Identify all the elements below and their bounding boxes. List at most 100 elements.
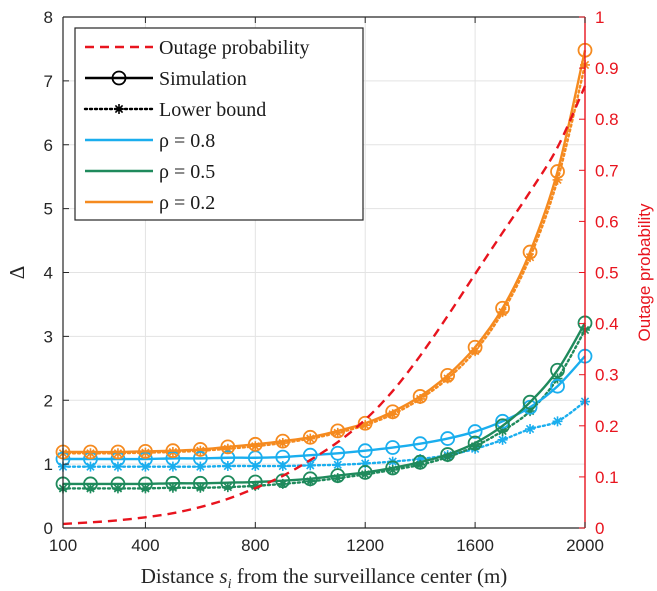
star-marker	[525, 252, 536, 263]
legend-box	[74, 27, 364, 221]
star-marker	[442, 452, 453, 463]
circle-marker	[110, 476, 126, 492]
star-marker	[112, 461, 123, 472]
y-right-tick-label: 0.2	[595, 417, 619, 436]
circle-marker	[247, 436, 263, 452]
circle-marker	[165, 443, 181, 459]
circle-marker	[357, 415, 373, 431]
legend-item: ρ = 0.2	[85, 192, 215, 214]
circle-marker	[385, 440, 401, 455]
series-line	[62, 322, 587, 486]
star-marker	[525, 423, 536, 434]
circle-marker	[467, 339, 483, 355]
star-marker	[277, 461, 288, 472]
circle-marker	[412, 454, 428, 470]
circle-marker	[192, 450, 208, 466]
y-left-tick-label: 3	[44, 327, 53, 346]
star-marker	[497, 434, 508, 445]
circle-marker	[385, 404, 401, 420]
star-marker	[552, 416, 563, 427]
series-lower_bound-0.5	[58, 324, 590, 494]
star-marker	[415, 393, 426, 404]
circle-marker	[111, 70, 127, 86]
legend-label: Lower bound	[159, 99, 266, 121]
y-right-tick-label: 0.5	[595, 264, 619, 283]
circle-marker	[275, 449, 291, 465]
star-marker	[525, 406, 536, 417]
outage-probability-line	[62, 85, 587, 526]
y-right-tick-label: 0.3	[595, 366, 619, 385]
star-marker	[305, 460, 316, 471]
star-marker	[277, 438, 288, 449]
star-marker	[222, 482, 233, 493]
legend-item: Outage probability	[85, 37, 310, 59]
x-axis-title-var: s	[219, 564, 227, 588]
star-marker	[332, 427, 343, 438]
y-right-tick-label: 0.9	[595, 59, 619, 78]
star-marker	[250, 480, 261, 491]
star-marker	[387, 409, 398, 420]
circle-marker	[330, 445, 346, 461]
star-marker	[442, 373, 453, 384]
circle-marker	[495, 418, 510, 434]
legend-item: ρ = 0.8	[85, 130, 215, 152]
y-left-tick-label: 7	[44, 72, 53, 91]
star-marker	[497, 425, 508, 436]
circle-marker	[467, 424, 483, 439]
circle-marker	[302, 471, 318, 487]
legend-label: Simulation	[159, 68, 247, 90]
y-left-tick-label: 6	[44, 136, 53, 155]
y-right-tick-label: 0.4	[595, 315, 619, 334]
circle-marker	[495, 300, 510, 316]
x-axis-title-sub: i	[228, 577, 232, 591]
star-marker	[250, 461, 261, 472]
series-lower_bound-0.8	[58, 396, 590, 472]
star-marker	[497, 307, 508, 318]
star-marker	[222, 461, 233, 472]
y-right-tick-label: 0.8	[595, 110, 619, 129]
series-layer	[55, 42, 593, 526]
y-left-tick-label: 1	[44, 455, 53, 474]
circle-marker	[357, 465, 373, 480]
legend: Outage probability Simulation Lower bound ρ…	[74, 27, 364, 221]
y-left-tick-label: 0	[44, 519, 53, 538]
y-right-tick-label: 1	[595, 8, 604, 27]
star-marker	[222, 443, 233, 454]
x-tick-label: 800	[241, 536, 269, 555]
circle-marker	[440, 431, 456, 446]
circle-marker	[440, 367, 456, 383]
legend-label: ρ = 0.2	[159, 192, 215, 214]
star-marker	[85, 483, 96, 494]
circle-marker	[550, 164, 565, 179]
star-marker	[552, 373, 563, 384]
circle-marker	[138, 443, 153, 459]
legend-item: Lower bound	[83, 99, 266, 121]
star-marker	[470, 346, 481, 357]
star-marker	[167, 461, 178, 472]
circle-marker	[138, 476, 153, 492]
star-marker	[195, 461, 206, 472]
circle-marker	[412, 389, 428, 404]
star-marker	[85, 461, 96, 472]
circle-marker	[165, 475, 181, 491]
series-simulation-0.5	[55, 315, 593, 492]
series-simulation-0.8	[55, 348, 593, 467]
circle-marker	[357, 443, 373, 459]
x-tick-label: 2000	[566, 536, 604, 555]
circle-marker	[550, 362, 565, 378]
y-left-axis-title: Δ	[5, 266, 29, 280]
circle-marker	[275, 433, 291, 449]
series-line	[63, 355, 586, 461]
circle-marker	[220, 450, 236, 466]
circle-marker	[330, 423, 346, 439]
star-marker	[140, 483, 151, 494]
star-marker	[305, 476, 316, 487]
legend-item: ρ = 0.5	[85, 161, 215, 183]
y-right-tick-label: 0.7	[595, 161, 619, 180]
star-marker	[360, 458, 371, 469]
circle-marker	[110, 444, 126, 460]
legend-label: ρ = 0.5	[159, 161, 215, 183]
x-tick-label: 100	[49, 536, 77, 555]
axes: 100 400 800 1200 1600 200001234567800.10.20.3…	[5, 8, 654, 591]
